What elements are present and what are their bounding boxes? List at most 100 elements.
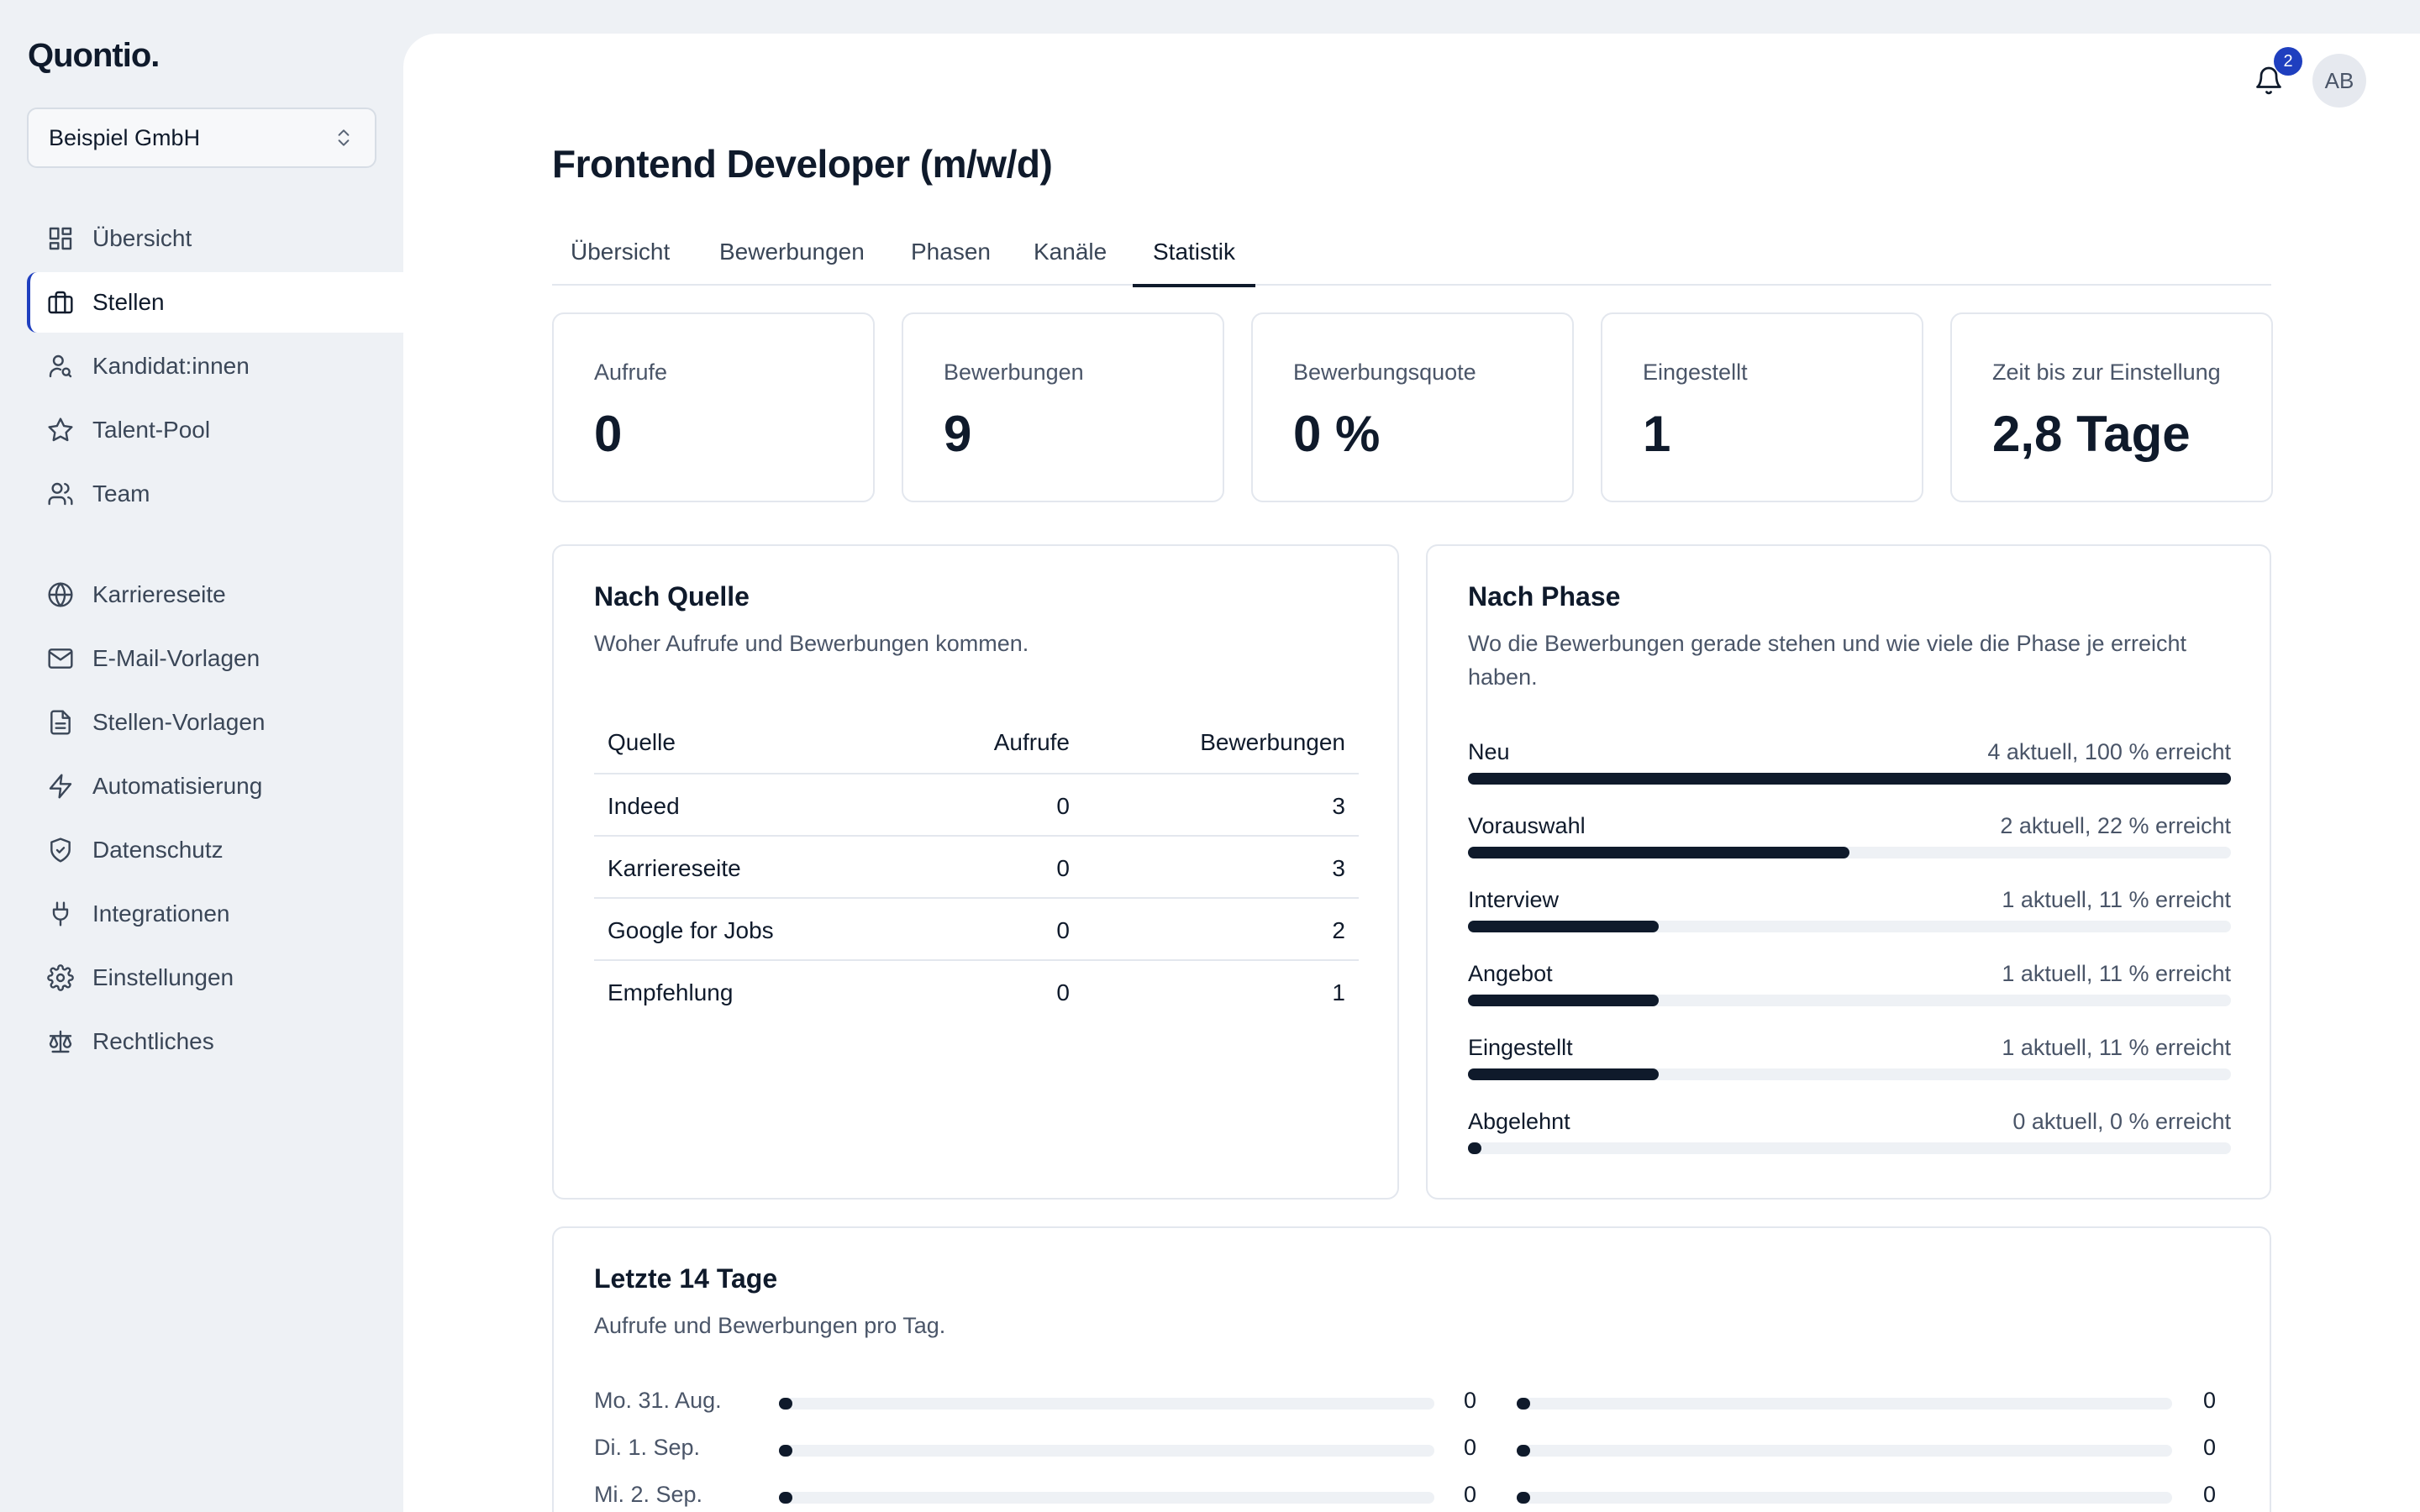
sidebar-item-rechtliches[interactable]: Rechtliches [27, 1011, 403, 1072]
source-views: 0 [1056, 917, 1070, 943]
app-logo[interactable]: Quontio. [28, 37, 160, 74]
phase-progress-fill [1468, 773, 2231, 785]
sidebar-item-talent-pool[interactable]: Talent-Pool [27, 400, 403, 460]
day-applications-value: 0 [2202, 1482, 2216, 1507]
applications-bar-fill [1517, 1445, 1530, 1457]
phase-row: Interview 1 aktuell, 11 % erreicht [1468, 887, 2231, 937]
day-applications-value: 0 [2202, 1388, 2216, 1413]
tab-kanaele[interactable]: Kanäle [1034, 239, 1107, 265]
kpi-label: Eingestellt [1643, 360, 1748, 385]
views-bar-fill [779, 1398, 792, 1410]
bell-icon [2256, 66, 2281, 95]
phase-name: Neu [1468, 739, 1510, 764]
phase-meta: 1 aktuell, 11 % erreicht [2002, 1035, 2231, 1060]
page-title: Frontend Developer (m/w/d) [552, 142, 1053, 186]
sidebar-item-uebersicht[interactable]: Übersicht [27, 208, 403, 269]
phase-progress-track [1468, 1068, 2231, 1080]
phase-progress-fill [1468, 995, 1659, 1006]
gear-icon [47, 964, 74, 991]
day-views-value: 0 [1463, 1435, 1476, 1460]
day-applications-value: 0 [2202, 1435, 2216, 1460]
day-row: Mi. 2. Sep. 0 0 [594, 1482, 2233, 1512]
card-title: Nach Quelle [594, 581, 750, 612]
sidebar-item-team[interactable]: Team [27, 464, 403, 524]
views-bar-fill [779, 1492, 792, 1504]
sidebar-item-kandidatinnen[interactable]: Kandidat:innen [27, 336, 403, 396]
phase-meta: 1 aktuell, 11 % erreicht [2002, 887, 2231, 912]
day-row: Mo. 31. Aug. 0 0 [594, 1388, 2233, 1421]
sidebar-item-karriereseite[interactable]: Karriereseite [27, 564, 403, 625]
phase-progress-track [1468, 773, 2231, 785]
phase-meta: 0 aktuell, 0 % erreicht [2012, 1109, 2231, 1134]
day-views-value: 0 [1463, 1482, 1476, 1507]
sidebar-item-einstellungen[interactable]: Einstellungen [27, 948, 403, 1008]
phase-progress-track [1468, 921, 2231, 932]
sidebar-item-datenschutz[interactable]: Datenschutz [27, 820, 403, 880]
tab-bewerbungen[interactable]: Bewerbungen [719, 239, 865, 265]
kpi-card-bewerbungen: Bewerbungen 9 [902, 312, 1224, 502]
tab-statistik[interactable]: Statistik [1133, 228, 1256, 287]
phase-progress-fill [1468, 847, 1849, 858]
notifications-button[interactable] [2250, 62, 2287, 99]
table-row: Indeed 0 3 [594, 774, 1359, 837]
organization-select[interactable]: Beispiel GmbH [27, 108, 376, 168]
dashboard-icon [49, 227, 72, 250]
sidebar-item-label: Karriereseite [92, 581, 226, 607]
applications-bar-track [1517, 1445, 2172, 1457]
phase-name: Abgelehnt [1468, 1109, 1570, 1134]
views-bar-track [779, 1398, 1434, 1410]
card-subtitle: Wo die Bewerbungen gerade stehen und wie… [1468, 631, 2187, 690]
kpi-card-eingestellt: Eingestellt 1 [1601, 312, 1923, 502]
zap-icon [49, 774, 72, 799]
sidebar: Quontio. Beispiel GmbH Übersicht Stellen… [0, 0, 403, 1512]
phase-row: Vorauswahl 2 aktuell, 22 % erreicht [1468, 813, 2231, 864]
organization-select-value: Beispiel GmbH [49, 124, 201, 150]
sidebar-item-stellen[interactable]: Stellen [27, 272, 403, 333]
phase-row: Neu 4 aktuell, 100 % erreicht [1468, 739, 2231, 790]
day-row: Di. 1. Sep. 0 0 [594, 1435, 2233, 1468]
plug-icon [52, 901, 69, 927]
day-label: Mi. 2. Sep. [594, 1482, 703, 1507]
last-14-days-card: Letzte 14 Tage Aufrufe und Bewerbungen p… [552, 1226, 2271, 1512]
sidebar-item-label: Team [92, 480, 150, 507]
sidebar-item-label: E-Mail-Vorlagen [92, 645, 260, 671]
kpi-card-bewerbungsquote: Bewerbungsquote 0 % [1251, 312, 1574, 502]
phase-progress-track [1468, 995, 2231, 1006]
sidebar-item-automatisierung[interactable]: Automatisierung [27, 756, 403, 816]
phase-name: Angebot [1468, 961, 1553, 986]
shield-check-icon [50, 837, 71, 863]
sidebar-item-integrationen[interactable]: Integrationen [27, 884, 403, 944]
phase-row: Abgelehnt 0 aktuell, 0 % erreicht [1468, 1109, 2231, 1159]
sidebar-item-email-vorlagen[interactable]: E-Mail-Vorlagen [27, 628, 403, 689]
source-applications: 3 [1332, 793, 1345, 819]
avatar[interactable]: AB [2312, 54, 2366, 108]
sidebar-item-stellen-vorlagen[interactable]: Stellen-Vorlagen [27, 692, 403, 753]
source-applications: 2 [1332, 917, 1345, 943]
applications-bar-fill [1517, 1398, 1530, 1410]
day-views-value: 0 [1463, 1388, 1476, 1413]
sidebar-item-label: Automatisierung [92, 773, 263, 799]
sidebar-item-label: Integrationen [92, 900, 230, 927]
star-icon [48, 417, 73, 442]
phase-progress-fill [1468, 921, 1659, 932]
sidebar-item-label: Einstellungen [92, 964, 234, 990]
phase-name: Interview [1468, 887, 1560, 912]
sidebar-item-label: Übersicht [92, 225, 192, 251]
source-table: Quelle Aufrufe Bewerbungen Indeed 0 3 Ka… [594, 711, 1359, 1023]
views-bar-track [779, 1445, 1434, 1457]
day-label: Di. 1. Sep. [594, 1435, 701, 1460]
card-subtitle: Woher Aufrufe und Bewerbungen kommen. [594, 631, 1029, 656]
phase-meta: 2 aktuell, 22 % erreicht [2000, 813, 2231, 838]
tab-uebersicht[interactable]: Übersicht [571, 239, 671, 265]
by-source-card: Nach Quelle Woher Aufrufe und Bewerbunge… [552, 544, 1399, 1200]
source-name: Google for Jobs [608, 917, 774, 943]
globe-icon [48, 582, 73, 607]
sidebar-item-label: Rechtliches [92, 1028, 214, 1054]
tab-phasen[interactable]: Phasen [911, 239, 991, 265]
users-icon [48, 482, 73, 506]
tab-bar: Übersicht Bewerbungen Phasen Kanäle Stat… [552, 228, 2271, 287]
phase-name: Eingestellt [1468, 1035, 1573, 1060]
kpi-label: Bewerbungen [944, 360, 1084, 385]
phase-meta: 4 aktuell, 100 % erreicht [1987, 739, 2231, 764]
source-views: 0 [1056, 855, 1070, 881]
